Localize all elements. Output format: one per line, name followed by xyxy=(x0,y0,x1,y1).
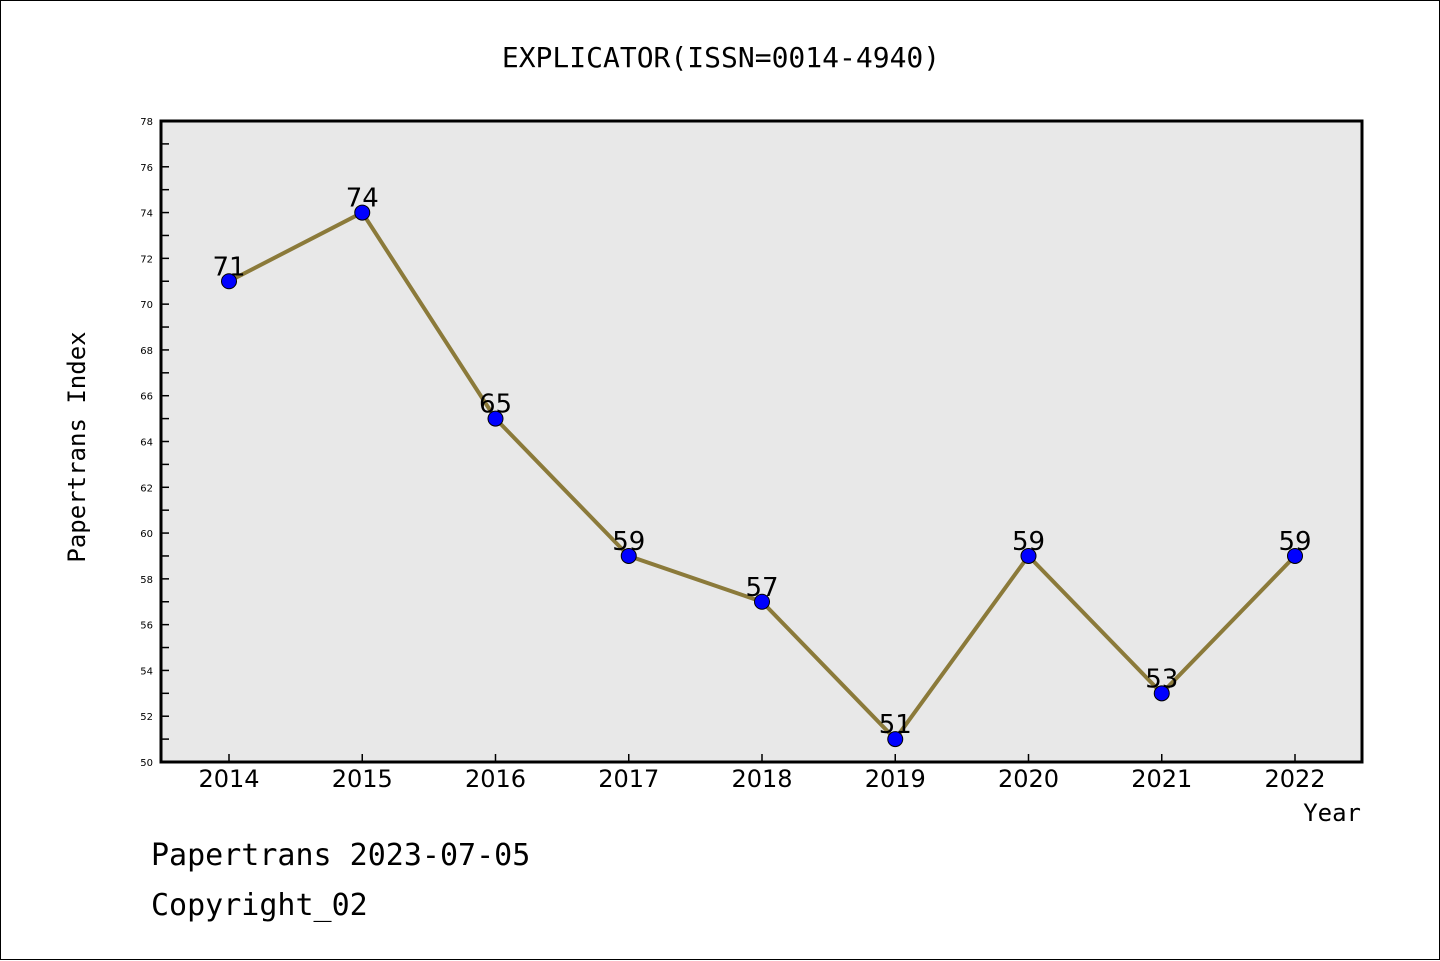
x-axis-ticks: 2014 2015 2016 2017 2018 2019 2020 2021 2022 xyxy=(198,754,1326,793)
x-tick-label: 2014 xyxy=(198,765,259,793)
y-tick-label: 62 xyxy=(140,483,153,494)
y-tick-label: 64 xyxy=(140,438,153,449)
data-label: 74 xyxy=(346,184,379,214)
data-point xyxy=(620,547,637,564)
x-tick-label: 2019 xyxy=(865,765,926,793)
data-point xyxy=(487,410,504,427)
data-point xyxy=(354,204,371,221)
y-tick-label: 76 xyxy=(140,163,153,174)
x-axis-label: Year xyxy=(1303,799,1361,827)
y-tick-label: 70 xyxy=(140,300,153,311)
plot-area xyxy=(161,121,1362,762)
x-tick-label: 2020 xyxy=(998,765,1059,793)
y-axis-ticks: 50 52 54 56 58 60 62 64 66 68 70 72 74 76 78 xyxy=(140,117,169,769)
chart-title: EXPLICATOR(ISSN=0014-4940) xyxy=(502,41,940,74)
footer-date: Papertrans 2023-07-05 xyxy=(151,838,530,873)
y-tick-label: 72 xyxy=(140,254,153,265)
data-label: 71 xyxy=(212,252,245,282)
data-label: 59 xyxy=(612,527,645,557)
data-label: 57 xyxy=(745,573,778,603)
data-label: 51 xyxy=(879,710,912,740)
y-tick-label: 50 xyxy=(140,758,153,769)
x-tick-label: 2018 xyxy=(731,765,792,793)
data-label: 65 xyxy=(479,390,512,420)
data-point xyxy=(1020,547,1037,564)
x-tick-label: 2017 xyxy=(598,765,659,793)
y-tick-label: 74 xyxy=(140,209,153,220)
plot-border xyxy=(159,119,1364,764)
x-tick-label: 2021 xyxy=(1131,765,1192,793)
data-label: 59 xyxy=(1012,527,1045,557)
footer-copyright: Copyright_02 xyxy=(151,888,368,923)
y-tick-label: 60 xyxy=(140,529,153,540)
data-point xyxy=(1287,547,1303,564)
x-tick-label: 2022 xyxy=(1264,765,1325,793)
x-tick-label: 2016 xyxy=(465,765,526,793)
data-markers xyxy=(221,204,1303,748)
data-point xyxy=(1153,685,1170,702)
data-label: 53 xyxy=(1145,664,1178,694)
y-tick-label: 68 xyxy=(140,346,153,357)
data-point xyxy=(887,731,904,748)
data-labels: 71 74 65 59 57 51 59 53 59 xyxy=(212,184,1311,741)
y-tick-label: 78 xyxy=(140,117,153,128)
data-point xyxy=(754,593,770,610)
x-tick-label: 2015 xyxy=(332,765,393,793)
y-axis-label: Papertrans Index xyxy=(63,331,91,562)
y-tick-label: 66 xyxy=(140,392,153,403)
data-label: 59 xyxy=(1278,527,1311,557)
data-point xyxy=(221,273,237,290)
y-tick-label: 56 xyxy=(140,621,153,632)
y-tick-label: 52 xyxy=(140,712,153,723)
y-tick-label: 58 xyxy=(140,575,153,586)
y-tick-label: 54 xyxy=(140,666,153,677)
